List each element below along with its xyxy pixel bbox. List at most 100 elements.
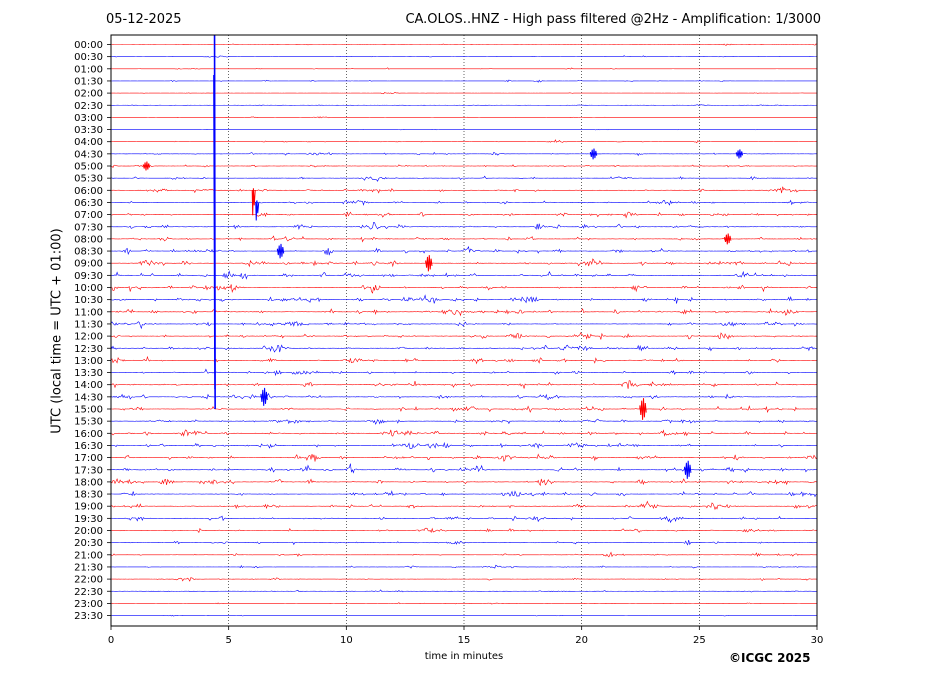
event-spike [639,398,647,420]
y-tick-label: 08:00 [74,234,103,245]
y-tick-label: 02:00 [74,89,103,100]
event-spike [251,188,256,216]
trace-row-2130 [111,564,817,569]
trace-row-2030 [111,539,817,546]
trace-row-2200 [111,577,817,582]
trace-row-2000 [111,527,817,534]
y-tick-label: 05:00 [74,162,103,173]
trace-row-0200 [111,91,817,95]
x-tick-label: 5 [225,635,231,646]
y-tick-label: 09:30 [74,271,103,282]
x-tick-label: 30 [811,635,824,646]
trace-row-0430 [111,151,817,157]
event-spike [684,460,692,479]
y-tick-label: 13:00 [74,356,103,367]
y-tick-label: 23:00 [74,599,103,610]
y-tick-label: 18:30 [74,490,103,501]
plot-date: 05-12-2025 [106,12,182,27]
trace-row-1500 [111,405,817,413]
trace-row-1900 [111,500,817,511]
y-tick-label: 04:30 [74,149,103,160]
y-tick-label: 02:30 [74,101,103,112]
trace-row-0800 [111,235,817,243]
trace-row-0900 [111,258,817,268]
y-tick-label: 17:30 [74,465,103,476]
trace-row-0630 [111,199,817,206]
y-tick-label: 01:00 [74,64,103,75]
event-spike [735,149,744,159]
trace-row-2100 [111,551,817,558]
x-tick-label: 10 [340,635,353,646]
trace-row-1330 [111,368,817,377]
plot-title: CA.OLOS..HNZ - High pass filtered @2Hz -… [405,12,821,27]
trace-row-0100 [111,67,817,70]
event-spike [260,387,268,406]
y-tick-label: 22:30 [74,587,103,598]
y-tick-label: 22:00 [74,575,103,586]
event-spike [589,148,598,160]
trace-row-0000 [111,43,817,46]
event-spike [142,161,151,171]
trace-row-0230 [111,104,817,107]
trace-row-0400 [111,139,817,144]
event-spike [724,233,732,245]
y-tick-label: 03:30 [74,125,103,136]
y-tick-label: 01:30 [74,76,103,87]
trace-row-1400 [111,380,817,389]
trace-row-1930 [111,515,817,524]
y-tick-label: 18:00 [74,477,103,488]
x-tick-label: 15 [458,635,471,646]
x-axis-label: time in minutes [424,651,504,662]
trace-row-0300 [111,116,817,119]
trace-row-1300 [111,355,817,365]
trace-row-2330 [111,614,817,617]
y-tick-label: 06:00 [74,186,103,197]
y-tick-label: 10:30 [74,295,103,306]
trace-row-0530 [111,175,817,182]
x-tick-label: 20 [575,635,588,646]
trace-row-0130 [111,79,817,83]
y-tick-label: 00:30 [74,52,103,63]
trace-row-0700 [111,211,817,219]
y-tick-label: 07:00 [74,210,103,221]
trace-row-1530 [111,418,817,425]
y-tick-label: 16:30 [74,441,103,452]
y-tick-label: 03:00 [74,113,103,124]
y-tick-label: 04:00 [74,137,103,148]
y-tick-label: 12:30 [74,344,103,355]
y-tick-label: 10:00 [74,283,103,294]
y-tick-label: 15:00 [74,405,103,416]
y-tick-label: 07:30 [74,222,103,233]
trace-row-1600 [111,429,817,437]
trace-row-1200 [111,332,817,340]
y-tick-label: 20:30 [74,538,103,549]
y-tick-label: 12:00 [74,332,103,343]
trace-row-1730 [111,463,817,474]
trace-row-1800 [111,478,817,487]
trace-row-1700 [111,453,817,462]
event-spike [425,255,433,272]
trace-row-1030 [111,294,817,304]
trace-row-1830 [111,490,817,498]
trace-row-0930 [111,270,817,280]
event-spike [276,243,285,259]
trace-row-0330 [111,128,817,131]
event-spike [255,200,260,221]
trace-row-0500 [111,164,817,168]
x-tick-label: 25 [693,635,706,646]
traces-group [111,35,817,617]
y-tick-label: 16:00 [74,429,103,440]
y-tick-label: 00:00 [74,40,103,51]
y-tick-label: 13:30 [74,368,103,379]
trace-row-2300 [111,602,817,605]
y-tick-label: 05:30 [74,174,103,185]
y-tick-label: 21:30 [74,562,103,573]
y-tick-label: 09:00 [74,259,103,270]
trace-row-2230 [111,589,817,593]
trace-row-1430 [111,392,817,400]
y-tick-label: 17:00 [74,453,103,464]
y-tick-label: 06:30 [74,198,103,209]
y-tick-label: 19:00 [74,502,103,513]
event-spike [213,35,216,410]
